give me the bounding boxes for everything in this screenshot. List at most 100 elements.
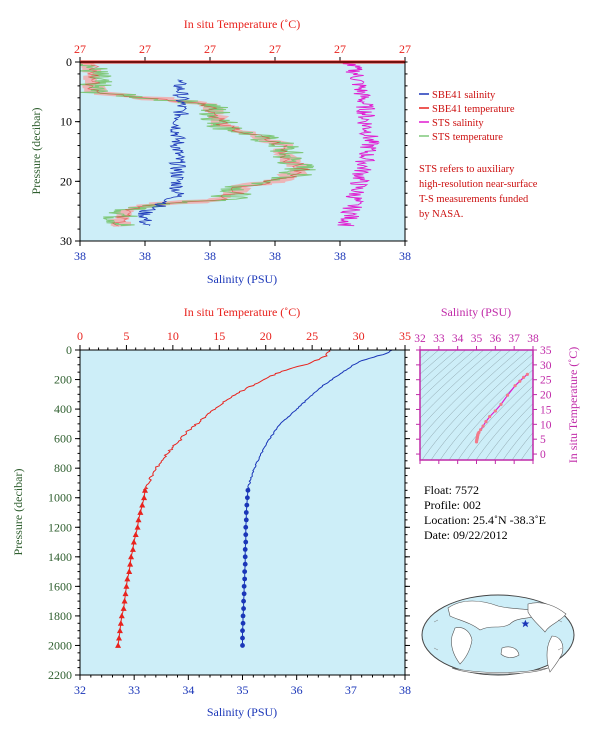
salinity-point [240, 628, 245, 634]
temperature-point [141, 494, 148, 501]
main-temperature-tick-label: 35 [399, 329, 411, 343]
density-contour [420, 350, 467, 392]
temperature-point [122, 590, 129, 597]
salinity-point [240, 635, 245, 641]
temperature-point [142, 487, 148, 493]
salinity-point [243, 539, 249, 545]
ts-diagram: Salinity (PSU) 32 33 34 35 36 37 38 0 5 10 15 20 25… [414, 305, 580, 464]
density-contour [484, 403, 533, 460]
main-pressure-tick-label: 2200 [48, 668, 72, 682]
salinity-point [244, 495, 250, 501]
main-temperature-tick-label: 20 [260, 329, 272, 343]
date: Date: 09/22/2012 [424, 528, 508, 542]
sts-salinity-trace [337, 62, 380, 227]
top-temperature-tick-label: 27 [139, 42, 151, 56]
density-contour [420, 350, 503, 429]
ts-temperature-tick-label: 15 [540, 404, 552, 416]
top-salinity-tick-label: 38 [334, 249, 346, 263]
density-contour [475, 394, 533, 460]
temperature-point [123, 583, 130, 589]
ts-salinity-tick-label: 32 [414, 333, 426, 345]
main-temperature-tick-label: 5 [123, 329, 129, 343]
ts-point [513, 384, 517, 388]
top-temperature-axis-label: In situ Temperature (˚C) [184, 17, 301, 31]
top-temperature-tick-label: 27 [399, 42, 411, 56]
salinity-point [242, 561, 248, 567]
top-salinity-axis-label: Salinity (PSU) [207, 272, 277, 286]
float-id: Float: 7572 [424, 483, 479, 497]
top-temperature-ticks: 27 27 27 27 27 27 [74, 42, 411, 62]
top-temperature-tick-label: 27 [74, 42, 86, 56]
main-pressure-tick-label: 2000 [48, 638, 72, 652]
note-line: high-resolution near-surface [419, 179, 538, 190]
main-pressure-tick-label: 0 [66, 343, 72, 357]
top-pressure-tick-label: 20 [60, 174, 72, 188]
top-pressure-tick-label: 30 [60, 234, 72, 248]
main-temperature-axis-label: In situ Temperature (˚C) [184, 305, 301, 319]
main-salinity-axis-label: Salinity (PSU) [207, 705, 277, 719]
salinity-point [242, 547, 248, 552]
main-salinity-tick-label: 35 [237, 683, 249, 697]
ts-point [521, 375, 526, 379]
salinity-point [243, 524, 249, 530]
temperature-point [116, 634, 122, 641]
main-pressure-tick-label: 600 [54, 432, 72, 446]
salinity-point [240, 613, 246, 619]
density-contour [420, 350, 449, 375]
density-contour [511, 432, 533, 460]
main-temperature-tick-label: 0 [77, 329, 83, 343]
salinity-point [241, 606, 246, 611]
density-contour [502, 422, 533, 460]
main-salinity-tick-label: 32 [74, 683, 86, 697]
ts-panel-frame [419, 349, 534, 461]
temperature-point [126, 568, 133, 574]
ts-salinity-axis-label: Salinity (PSU) [441, 305, 511, 319]
temperature-point [130, 538, 137, 545]
density-contours [420, 350, 533, 460]
salinity-point [242, 569, 248, 574]
density-contour [493, 412, 533, 460]
ts-points [474, 372, 529, 444]
density-contour [420, 350, 458, 383]
ts-temperature-tick-label: 25 [540, 375, 552, 387]
float-location-marker [521, 619, 530, 628]
main-pressure-tick-label: 400 [54, 402, 72, 416]
sts-temperature-line [80, 63, 316, 227]
ts-point [484, 420, 488, 424]
temperature-point [129, 546, 136, 552]
profile-series [115, 350, 393, 648]
ts-temperature-tick-label: 35 [540, 345, 552, 357]
ts-point [479, 428, 483, 432]
temperature-point [127, 561, 134, 567]
salinity-point [245, 487, 251, 493]
main-salinity-tick-label: 38 [399, 683, 411, 697]
main-temperature-ticks: 0 5 10 15 20 25 30 35 [77, 329, 411, 350]
ts-temperature-axis-label: In situ Temperature (˚C) [566, 347, 580, 464]
density-contour [420, 350, 485, 410]
note-line: T-S measurements funded [419, 194, 529, 205]
main-pressure-axis-label: Pressure (decibar) [11, 469, 25, 556]
location: Location: 25.4˚N -38.3˚E [424, 513, 546, 527]
main-pressure-tick-label: 1600 [48, 579, 72, 593]
salinity-point [242, 576, 248, 582]
salinity-point [240, 620, 246, 626]
sts-temperature-trace [80, 62, 316, 227]
main-pressure-ticks: 0 200 400 600 800 1000 1200 1400 1600 1800 2000 220… [48, 343, 410, 682]
temperature-point [139, 501, 146, 508]
ts-temperature-tick-label: 0 [540, 449, 546, 461]
temperature-point [121, 597, 128, 604]
ts-point [525, 372, 529, 376]
salinity-point [244, 502, 250, 508]
top-salinity-tick-label: 38 [74, 249, 86, 263]
temperature-point [116, 627, 123, 634]
sts-note: STS refers to auxiliary high-resolution n… [419, 164, 538, 220]
ts-point [474, 440, 479, 444]
main-pressure-tick-label: 1200 [48, 520, 72, 534]
ts-temperature-tick-label: 5 [540, 434, 546, 446]
ts-temperature-ticks: 0 5 10 15 20 25 30 35 [416, 345, 552, 461]
top-temperature-tick-label: 27 [204, 42, 216, 56]
main-pressure-tick-label: 200 [54, 373, 72, 387]
density-contour [421, 350, 530, 460]
top-salinity-tick-label: 38 [139, 249, 151, 263]
